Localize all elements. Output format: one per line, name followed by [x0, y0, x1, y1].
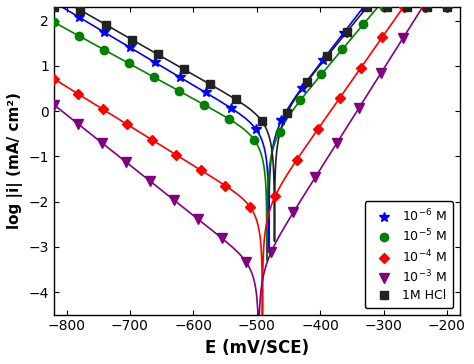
10$^{-4}$ M: [222, 183, 228, 188]
10$^{-4}$ M: [100, 107, 106, 111]
10$^{-5}$ M: [76, 33, 82, 38]
10$^{-5}$ M: [251, 138, 257, 142]
10$^{-6}$ M: [361, 5, 367, 9]
1M HCl: [103, 23, 109, 27]
10$^{-4}$ M: [51, 77, 57, 81]
10$^{-5}$ M: [201, 103, 207, 107]
10$^{-6}$ M: [444, 5, 450, 9]
10$^{-6}$ M: [127, 45, 133, 50]
10$^{-5}$ M: [339, 47, 345, 52]
10$^{-5}$ M: [226, 117, 232, 121]
10$^{-6}$ M: [152, 60, 158, 64]
1M HCl: [207, 82, 213, 86]
10$^{-4}$ M: [294, 158, 300, 162]
10$^{-3}$ M: [75, 122, 81, 126]
1M HCl: [344, 29, 350, 34]
10$^{-6}$ M: [403, 5, 409, 9]
1M HCl: [444, 5, 450, 9]
10$^{-4}$ M: [272, 194, 278, 198]
10$^{-3}$ M: [444, 5, 450, 9]
10$^{-3}$ M: [219, 236, 225, 241]
10$^{-4}$ M: [358, 66, 364, 70]
1M HCl: [233, 97, 238, 102]
10$^{-5}$ M: [277, 130, 283, 134]
10$^{-4}$ M: [337, 96, 342, 100]
Line: 10$^{-4}$ M: 10$^{-4}$ M: [50, 4, 450, 210]
10$^{-6}$ M: [299, 85, 305, 90]
10$^{-5}$ M: [298, 98, 303, 102]
10$^{-6}$ M: [51, 5, 57, 9]
1M HCl: [404, 5, 410, 9]
10$^{-6}$ M: [203, 90, 209, 95]
1M HCl: [51, 5, 57, 9]
10$^{-3}$ M: [147, 179, 153, 183]
10$^{-3}$ M: [195, 217, 201, 221]
10$^{-5}$ M: [101, 47, 107, 52]
10$^{-5}$ M: [151, 75, 157, 79]
X-axis label: E (mV/SCE): E (mV/SCE): [205, 339, 309, 357]
10$^{-6}$ M: [382, 5, 388, 9]
10$^{-5}$ M: [402, 5, 408, 9]
10$^{-4}$ M: [423, 5, 428, 9]
10$^{-3}$ M: [378, 71, 384, 75]
10$^{-4}$ M: [401, 5, 407, 9]
10$^{-6}$ M: [76, 15, 82, 19]
10$^{-5}$ M: [360, 22, 366, 27]
10$^{-5}$ M: [319, 72, 324, 76]
10$^{-6}$ M: [279, 118, 284, 123]
10$^{-5}$ M: [176, 89, 182, 93]
10$^{-6}$ M: [177, 75, 183, 80]
1M HCl: [284, 111, 290, 115]
1M HCl: [424, 5, 430, 9]
10$^{-3}$ M: [51, 103, 57, 107]
10$^{-3}$ M: [171, 198, 177, 202]
1M HCl: [364, 5, 370, 9]
10$^{-6}$ M: [341, 31, 346, 35]
1M HCl: [155, 52, 161, 56]
10$^{-4}$ M: [444, 5, 450, 9]
Line: 10$^{-6}$ M: 10$^{-6}$ M: [49, 2, 452, 134]
10$^{-3}$ M: [268, 250, 274, 254]
Line: 10$^{-3}$ M: 10$^{-3}$ M: [49, 2, 452, 267]
10$^{-5}$ M: [423, 5, 429, 9]
10$^{-5}$ M: [444, 5, 450, 9]
1M HCl: [181, 67, 187, 71]
10$^{-6}$ M: [423, 5, 429, 9]
10$^{-5}$ M: [51, 20, 57, 24]
10$^{-3}$ M: [334, 141, 340, 145]
10$^{-3}$ M: [243, 260, 249, 264]
10$^{-4}$ M: [149, 138, 155, 142]
Line: 10$^{-5}$ M: 10$^{-5}$ M: [50, 3, 451, 144]
1M HCl: [384, 5, 390, 9]
10$^{-3}$ M: [400, 36, 406, 40]
10$^{-6}$ M: [228, 106, 234, 110]
1M HCl: [259, 119, 264, 123]
Legend: 10$^{-6}$ M, 10$^{-5}$ M, 10$^{-4}$ M, 10$^{-3}$ M, 1M HCl: 10$^{-6}$ M, 10$^{-5}$ M, 10$^{-4}$ M, 1…: [365, 202, 453, 308]
10$^{-3}$ M: [99, 141, 105, 145]
Line: 1M HCl: 1M HCl: [50, 3, 451, 125]
10$^{-5}$ M: [126, 61, 132, 66]
10$^{-3}$ M: [422, 5, 428, 9]
10$^{-4}$ M: [315, 127, 321, 131]
1M HCl: [304, 80, 310, 84]
10$^{-4}$ M: [380, 35, 385, 39]
10$^{-4}$ M: [125, 122, 130, 127]
1M HCl: [77, 8, 82, 12]
10$^{-4}$ M: [75, 92, 81, 96]
10$^{-3}$ M: [356, 106, 362, 110]
10$^{-6}$ M: [320, 58, 326, 62]
10$^{-4}$ M: [173, 153, 179, 157]
10$^{-6}$ M: [253, 127, 259, 131]
10$^{-3}$ M: [312, 175, 318, 179]
10$^{-4}$ M: [198, 168, 204, 172]
10$^{-3}$ M: [123, 160, 129, 164]
10$^{-4}$ M: [247, 204, 253, 209]
Y-axis label: log |i| (mA/ cm²): log |i| (mA/ cm²): [7, 92, 23, 229]
10$^{-6}$ M: [101, 30, 107, 35]
1M HCl: [324, 54, 330, 59]
10$^{-3}$ M: [291, 210, 296, 215]
1M HCl: [129, 37, 135, 42]
10$^{-5}$ M: [381, 5, 387, 9]
